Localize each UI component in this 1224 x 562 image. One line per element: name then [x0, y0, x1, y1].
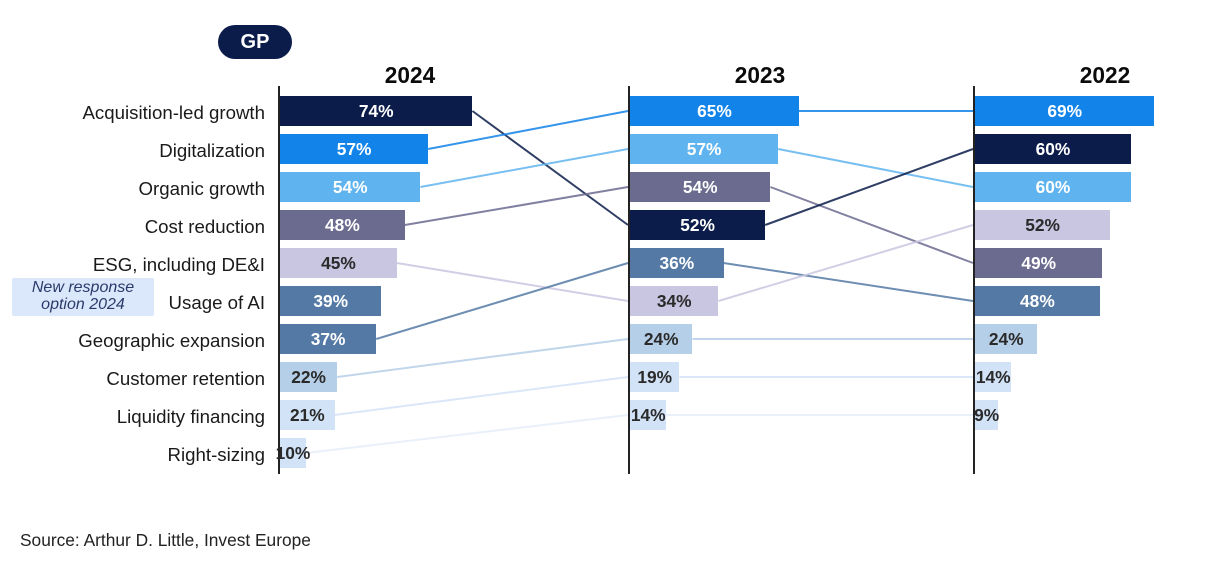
year-header-2024: 2024 — [280, 62, 540, 89]
bar-digitalization-2023: 65% — [630, 96, 799, 126]
row-label: Acquisition-led growth — [0, 102, 265, 124]
row-label: ESG, including DE&I — [0, 254, 265, 276]
year-header-2023: 2023 — [630, 62, 890, 89]
bar-geo-2022: 48% — [975, 286, 1100, 316]
row-label: Customer retention — [0, 368, 265, 390]
bar-acquisition-2022: 60% — [975, 134, 1131, 164]
bar-rightsizing-2023: 14% — [630, 400, 666, 430]
row-label: Liquidity financing — [0, 406, 265, 428]
bar-rightsizing-2024: 10% — [280, 438, 306, 468]
source-attribution: Source: Arthur D. Little, Invest Europe — [20, 530, 311, 551]
bar-retention-2022: 24% — [975, 324, 1037, 354]
row-label: Cost reduction — [0, 216, 265, 238]
connector-organic — [420, 149, 628, 187]
connector-liquidity — [335, 377, 628, 415]
bar-liquidity-2022: 14% — [975, 362, 1011, 392]
bar-cost-2022: 49% — [975, 248, 1102, 278]
year-header-2022: 2022 — [975, 62, 1224, 89]
connector-esg — [397, 263, 628, 301]
bar-digitalization-2022: 69% — [975, 96, 1154, 126]
bar-esg-2022: 52% — [975, 210, 1110, 240]
gp-badge: GP — [218, 25, 292, 59]
connector-geo — [724, 263, 973, 301]
bar-organic-2022: 60% — [975, 172, 1131, 202]
bar-esg-2024: 45% — [280, 248, 397, 278]
connector-geo — [376, 263, 628, 339]
bar-digitalization-2024: 57% — [280, 134, 428, 164]
row-label: Geographic expansion — [0, 330, 265, 352]
bar-ai-2024: 39% — [280, 286, 381, 316]
bar-geo-2024: 37% — [280, 324, 376, 354]
connector-organic — [778, 149, 973, 187]
connector-rightsizing — [306, 415, 628, 453]
bar-retention-2024: 22% — [280, 362, 337, 392]
bar-geo-2023: 36% — [630, 248, 724, 278]
row-label: Right-sizing — [0, 444, 265, 466]
bar-cost-2023: 54% — [630, 172, 770, 202]
chart-stage: GP 2024 2023 2022 Acquisition-led growth Digi… — [0, 0, 1224, 562]
bar-cost-2024: 48% — [280, 210, 405, 240]
connector-acquisition — [765, 149, 973, 225]
bar-rightsizing-2022: 9% — [975, 400, 998, 430]
bar-retention-2023: 24% — [630, 324, 692, 354]
connector-retention — [337, 339, 628, 377]
bar-liquidity-2024: 21% — [280, 400, 335, 430]
new-response-option-tag: New responseoption 2024 — [12, 278, 154, 316]
bar-esg-2023: 34% — [630, 286, 718, 316]
row-label: Organic growth — [0, 178, 265, 200]
connector-cost — [405, 187, 628, 225]
connector-acquisition — [472, 111, 628, 225]
bar-organic-2023: 57% — [630, 134, 778, 164]
bar-liquidity-2023: 19% — [630, 362, 679, 392]
connector-cost — [770, 187, 973, 263]
bar-acquisition-2024: 74% — [280, 96, 472, 126]
bar-acquisition-2023: 52% — [630, 210, 765, 240]
row-label: Digitalization — [0, 140, 265, 162]
bar-organic-2024: 54% — [280, 172, 420, 202]
